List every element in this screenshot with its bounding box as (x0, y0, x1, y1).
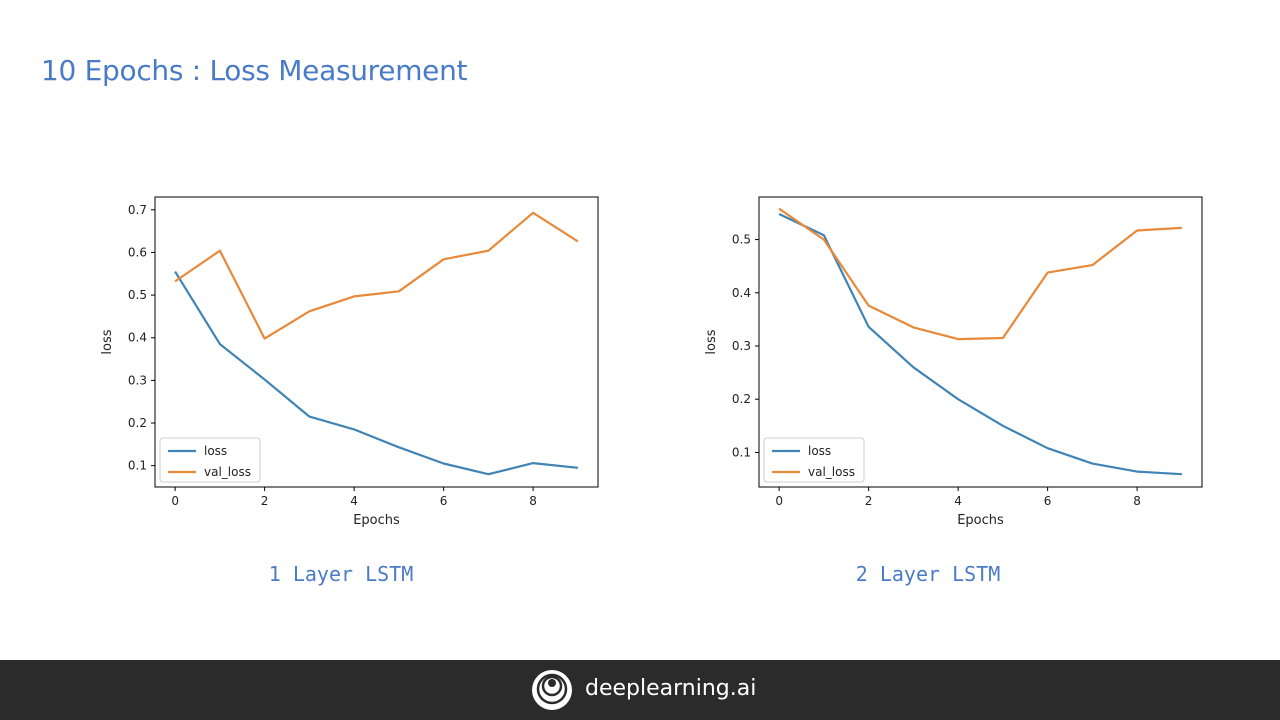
y-tick-label: 0.5 (732, 233, 751, 247)
series-line-loss (174, 271, 579, 476)
y-tick-label: 0.3 (732, 339, 751, 353)
chart-2-layer-lstm: 0.1 0.2 0.3 0.4 0.5 0 2 4 6 8 Epochs loss loss val_lo… (699, 190, 1219, 535)
y-axis-label: loss (704, 329, 719, 354)
chart-1-layer-lstm: 0.1 0.2 0.3 0.4 0.5 0.6 0.7 0 2 4 6 8 Epochs loss loss… (95, 190, 615, 535)
legend-label: loss (808, 444, 831, 458)
y-tick-label: 0.6 (128, 245, 147, 259)
y-tick-label: 0.4 (128, 331, 147, 345)
y-tick-label: 0.1 (128, 459, 147, 473)
x-tick-label: 6 (1044, 494, 1052, 508)
y-tick-label: 0.1 (732, 445, 751, 459)
y-tick-label: 0.2 (128, 416, 147, 430)
x-tick-label: 4 (954, 494, 962, 508)
legend-label: val_loss (808, 465, 855, 479)
x-tick-label: 8 (529, 494, 537, 508)
legend-label: loss (204, 444, 227, 458)
x-axis-label: Epochs (353, 513, 400, 528)
chart-1-svg: 0.1 0.2 0.3 0.4 0.5 0.6 0.7 0 2 4 6 8 Epochs loss loss… (100, 196, 599, 528)
y-tick-label: 0.3 (128, 373, 147, 387)
chart-1-caption: 1 Layer LSTM (268, 562, 414, 586)
series-line-val-loss (778, 207, 1182, 341)
series-line-loss (778, 213, 1182, 476)
slide-title: 10 Epochs : Loss Measurement (41, 54, 468, 87)
x-tick-label: 2 (261, 494, 269, 508)
y-tick-label: 0.4 (732, 286, 751, 300)
y-axis-label: loss (100, 329, 115, 354)
y-tick-label: 0.2 (732, 392, 751, 406)
series-line-val-loss (174, 211, 579, 340)
footer-bar (0, 660, 1280, 720)
x-tick-label: 4 (350, 494, 358, 508)
brand-name: deeplearning.ai (585, 676, 757, 701)
y-tick-label: 0.7 (128, 203, 147, 217)
y-tick-label: 0.5 (128, 288, 147, 302)
deeplearning-logo-icon (532, 670, 572, 710)
x-tick-label: 0 (171, 494, 179, 508)
x-tick-label: 8 (1133, 494, 1141, 508)
chart-2-svg: 0.1 0.2 0.3 0.4 0.5 0 2 4 6 8 Epochs loss loss val_lo… (704, 196, 1203, 528)
x-tick-label: 0 (775, 494, 783, 508)
x-tick-label: 6 (440, 494, 448, 508)
x-tick-label: 2 (865, 494, 873, 508)
chart-2-caption: 2 Layer LSTM (855, 562, 1001, 586)
x-axis-label: Epochs (957, 513, 1004, 528)
legend-label: val_loss (204, 465, 251, 479)
